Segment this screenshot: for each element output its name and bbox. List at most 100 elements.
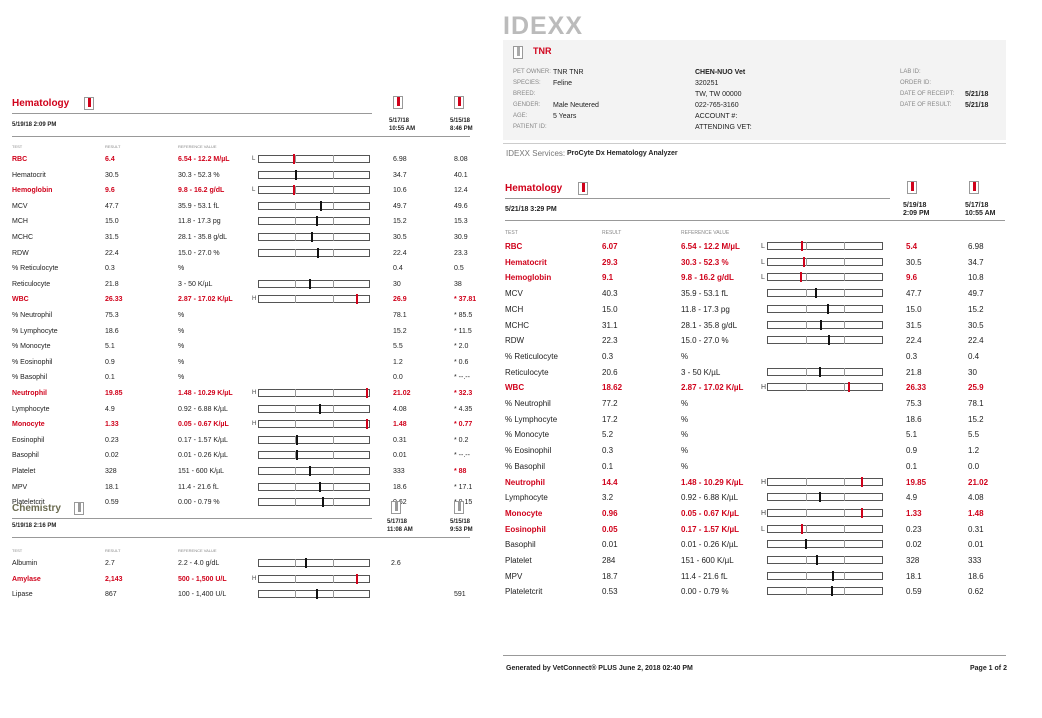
test-name: % Neutrophil [12,312,53,319]
column-header: TEST [505,230,518,236]
reference: % [178,343,185,351]
reference: % [178,327,185,335]
prev-result: 5.4 [906,242,918,251]
prev-result: 0.62 [968,587,984,597]
result: 0.05 [602,524,618,534]
prev-result: 30.5 [906,257,922,267]
column-header: TEST [12,548,23,553]
services-label: IDEXX Services: [506,149,566,158]
prev-result: * 88 [454,468,467,475]
prev-result: 15.2 [968,414,984,424]
reference: 6.54 - 12.2 M/µL [681,242,740,251]
range-tick [844,320,846,329]
result: 9.1 [602,273,614,283]
range-tick [295,233,297,241]
range-marker [322,497,325,508]
flag: H [761,478,767,486]
section-date: 5/19/18 2:09 PM [12,122,57,128]
range-bar [767,336,883,345]
reference: 0.17 - 1.57 K/µL [681,524,739,534]
range-tick [805,336,807,345]
divider [503,143,1006,144]
range-marker [816,555,819,565]
test-name: % Monocyte [12,343,51,351]
range-tick [332,217,334,226]
test-name: RBC [505,242,523,251]
column-header: RESULT [105,144,121,149]
flag: H [252,390,257,396]
footer-line [503,655,1006,656]
range-tick [295,482,297,491]
range-tick [295,435,297,444]
prev-result: * 0.77 [454,421,473,429]
prev-result: * 85.5 [454,312,473,319]
prev-result: * 17.1 [454,483,473,491]
range-tick [332,574,334,583]
range-tick [805,367,807,376]
range-marker [365,388,368,398]
result: 26.33 [105,296,123,304]
range-bar [258,186,370,195]
reference: 0.00 - 0.79 % [178,499,220,507]
test-name: % Reticulocyte [12,265,59,273]
prev-result: 6.98 [393,156,407,163]
section-title: Hematology [505,183,563,194]
range-tick [332,186,334,195]
column-header: RESULT [602,230,622,236]
reference: 9.8 - 16.2 g/dL [681,273,734,283]
range-tick [844,587,846,596]
result: 0.1 [602,461,614,471]
test-name: WBC [12,296,29,304]
test-name: MPV [12,483,28,491]
range-tick [332,559,334,567]
range-bar [258,559,370,567]
range-bar [767,556,883,564]
range-tick [295,389,297,397]
flag: L [252,187,256,194]
range-marker [294,169,297,180]
range-tick [805,556,807,564]
reference: % [178,312,185,319]
result: 31.5 [105,234,119,241]
reference: % [178,358,185,366]
prev-result: 49.6 [454,202,468,210]
range-marker [309,466,312,476]
test-name: Lymphocyte [12,405,50,413]
prev-result: 0.0 [968,461,980,471]
reference: % [681,430,689,440]
result: 0.23 [105,436,119,444]
rule [505,220,1005,221]
prev-result: 18.1 [906,571,922,581]
column-header: REFERENCE VALUE [681,230,730,236]
range-tick [844,524,846,533]
info-value: 5/21/18 [965,102,989,109]
range-tick [805,477,807,486]
icon [517,47,520,56]
icon [582,183,585,192]
range-tick [332,201,334,210]
prev-result: * 11.5 [454,327,472,335]
prev-result: 23.3 [454,249,468,257]
range-marker [861,507,864,518]
info-label: DATE OF RECEIPT: [900,91,955,97]
range-bar [767,587,883,596]
prev-result: 47.7 [906,289,922,299]
test-name: Neutrophil [12,390,47,397]
rule [12,136,470,137]
reference: 1.48 - 10.29 K/µL [178,390,233,397]
info-value: Feline [553,80,573,87]
prev-result: 15.0 [906,304,922,314]
test-name: % Basophil [12,374,48,382]
result: 29.3 [602,257,618,267]
range-bar [767,304,883,313]
test-name: % Basophil [505,461,546,471]
range-marker [293,185,296,196]
prev-result: 30.5 [968,320,984,330]
prev-result: 4.08 [393,405,407,413]
prev-result: 4.08 [968,493,984,503]
reference: 11.8 - 17.3 pg [681,304,730,314]
test-name: % Monocyte [505,430,550,440]
info-label: DATE OF RESULT: [900,102,952,108]
test-name: Amylase [12,575,41,583]
reference: 151 - 600 K/µL [681,556,734,565]
